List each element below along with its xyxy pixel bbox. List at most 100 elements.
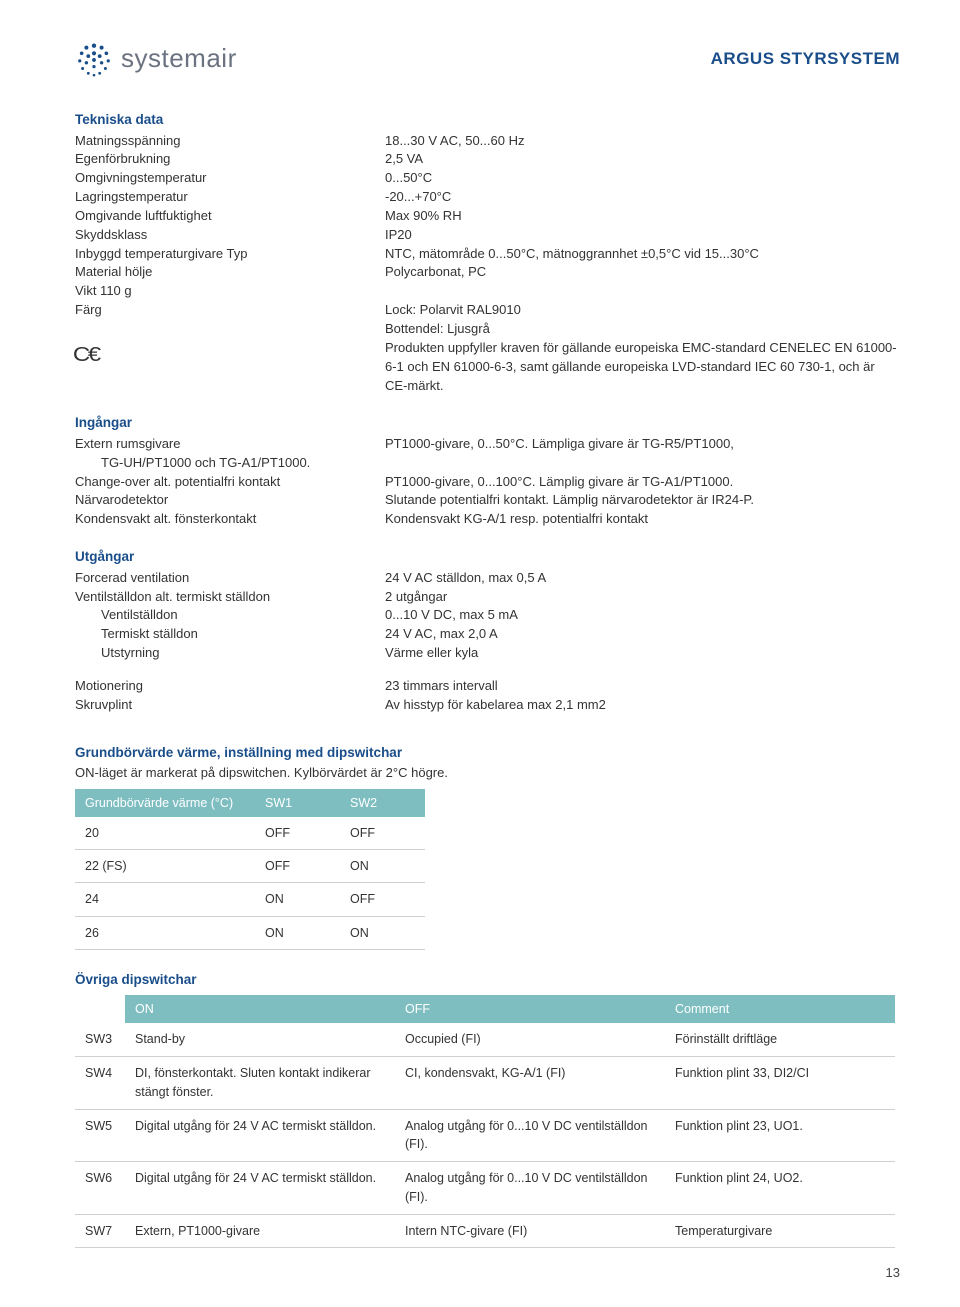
- page-header: systemair ARGUS STYRSYSTEM: [75, 40, 900, 78]
- spec-row: Vikt 110 g: [75, 282, 900, 301]
- spec-label: Ventilställdon alt. termiskt ställdon: [75, 588, 385, 607]
- table-row: SW5Digital utgång för 24 V AC termiskt s…: [75, 1109, 895, 1162]
- table-cell: Analog utgång för 0...10 V DC ventilstäl…: [395, 1162, 665, 1215]
- table-cell: Extern, PT1000-givare: [125, 1214, 395, 1248]
- ce-mark-icon: C€: [73, 341, 99, 370]
- spec-value: Slutande potentialfri kontakt. Lämplig n…: [385, 491, 900, 510]
- table-cell: Temperaturgivare: [665, 1214, 895, 1248]
- table1-heading: Grundbörvärde värme, inställning med dip…: [75, 743, 900, 763]
- table1-intro: ON-läget är markerat på dipswitchen. Kyl…: [75, 764, 900, 783]
- table-cell: CI, kondensvakt, KG-A/1 (FI): [395, 1057, 665, 1110]
- table-row: SW3Stand-byOccupied (FI)Förinställt drif…: [75, 1023, 895, 1056]
- table-cell: 22 (FS): [75, 850, 255, 883]
- table-cell: SW6: [75, 1162, 125, 1215]
- table-row: SW7Extern, PT1000-givareIntern NTC-givar…: [75, 1214, 895, 1248]
- table-cell: ON: [255, 883, 340, 916]
- table-header-cell: Grundbörvärde värme (°C): [75, 789, 255, 817]
- table-cell: SW3: [75, 1023, 125, 1056]
- dipswitch-table-1: Grundbörvärde värme (°C)SW1SW2 20OFFOFF2…: [75, 789, 425, 950]
- table-row: SW6Digital utgång för 24 V AC termiskt s…: [75, 1162, 895, 1215]
- grundborvarved-section: Grundbörvärde värme, inställning med dip…: [75, 743, 900, 950]
- spec-label: Egenförbrukning: [75, 150, 385, 169]
- spec-row: Omgivande luftfuktighetMax 90% RH: [75, 207, 900, 226]
- table-cell: Förinställt driftläge: [665, 1023, 895, 1056]
- spec-row: TG-UH/PT1000 och TG-A1/PT1000.: [75, 454, 900, 473]
- spec-value: 23 timmars intervall: [385, 677, 900, 696]
- farg-extra: Bottendel: Ljusgrå: [385, 320, 900, 339]
- dipswitch-table-2: ONOFFComment SW3Stand-byOccupied (FI)För…: [75, 995, 895, 1248]
- spec-value: Värme eller kyla: [385, 644, 900, 663]
- table-row: SW4DI, fönsterkontakt. Sluten kontakt in…: [75, 1057, 895, 1110]
- page-number: 13: [886, 1264, 900, 1283]
- spec-row: SkruvplintAv hisstyp för kabelarea max 2…: [75, 696, 900, 715]
- spec-value: 2,5 VA: [385, 150, 900, 169]
- table-row: 26ONON: [75, 916, 425, 949]
- table-cell: Funktion plint 23, UO1.: [665, 1109, 895, 1162]
- table-row: 24ONOFF: [75, 883, 425, 916]
- spec-label: Utstyrning: [75, 644, 385, 663]
- spec-label: Matningsspänning: [75, 132, 385, 151]
- spec-row: SkyddsklassIP20: [75, 226, 900, 245]
- table-cell: Stand-by: [125, 1023, 395, 1056]
- ce-compliance-text: Produkten uppfyller kraven för gällande …: [385, 339, 900, 396]
- spec-label: Skruvplint: [75, 696, 385, 715]
- spec-label: Vikt 110 g: [75, 282, 385, 301]
- spec-value: [385, 454, 900, 473]
- spec-value: NTC, mätområde 0...50°C, mätnoggrannhet …: [385, 245, 900, 264]
- spec-row: Material höljePolycarbonat, PC: [75, 263, 900, 282]
- spec-value: [385, 282, 900, 301]
- table-cell: 26: [75, 916, 255, 949]
- table-header-cell: SW1: [255, 789, 340, 817]
- table-row: 20OFFOFF: [75, 817, 425, 850]
- spec-row: Ventilställdon alt. termiskt ställdon2 u…: [75, 588, 900, 607]
- table-cell: SW4: [75, 1057, 125, 1110]
- spec-row: Termiskt ställdon24 V AC, max 2,0 A: [75, 625, 900, 644]
- table-cell: OFF: [255, 817, 340, 850]
- tekniska-data-section: Tekniska data Matningsspänning18...30 V …: [75, 110, 900, 395]
- table-cell: Intern NTC-givare (FI): [395, 1214, 665, 1248]
- spec-label: Forcerad ventilation: [75, 569, 385, 588]
- spec-row: Omgivningstemperatur0...50°C: [75, 169, 900, 188]
- spec-label: Change-over alt. potentialfri kontakt: [75, 473, 385, 492]
- table-cell: Occupied (FI): [395, 1023, 665, 1056]
- table-cell: OFF: [255, 850, 340, 883]
- spec-value: IP20: [385, 226, 900, 245]
- spec-row: Ventilställdon0...10 V DC, max 5 mA: [75, 606, 900, 625]
- spec-value: 18...30 V AC, 50...60 Hz: [385, 132, 900, 151]
- utgangar-section: Utgångar Forcerad ventilation24 V AC stä…: [75, 547, 900, 714]
- spec-value: 24 V AC, max 2,0 A: [385, 625, 900, 644]
- spec-row: UtstyrningVärme eller kyla: [75, 644, 900, 663]
- table-cell: Analog utgång för 0...10 V DC ventilstäl…: [395, 1109, 665, 1162]
- spec-value: 24 V AC ställdon, max 0,5 A: [385, 569, 900, 588]
- spec-label: Extern rumsgivare: [75, 435, 385, 454]
- spec-label: Lagringstemperatur: [75, 188, 385, 207]
- spec-value: Av hisstyp för kabelarea max 2,1 mm2: [385, 696, 900, 715]
- table-cell: DI, fönsterkontakt. Sluten kontakt indik…: [125, 1057, 395, 1110]
- spec-row: Extern rumsgivarePT1000-givare, 0...50°C…: [75, 435, 900, 454]
- table-header-cell: OFF: [395, 995, 665, 1023]
- spec-value: 0...10 V DC, max 5 mA: [385, 606, 900, 625]
- table-header-cell: ON: [125, 995, 395, 1023]
- table-cell: Funktion plint 33, DI2/CI: [665, 1057, 895, 1110]
- spec-value: -20...+70°C: [385, 188, 900, 207]
- spec-label: Termiskt ställdon: [75, 625, 385, 644]
- spec-label: Kondensvakt alt. fönsterkontakt: [75, 510, 385, 529]
- spec-value: PT1000-givare, 0...100°C. Lämplig givare…: [385, 473, 900, 492]
- spec-value: 0...50°C: [385, 169, 900, 188]
- spec-value: Lock: Polarvit RAL9010: [385, 301, 900, 320]
- table-cell: ON: [255, 916, 340, 949]
- table-row: 22 (FS)OFFON: [75, 850, 425, 883]
- ingangar-section: Ingångar Extern rumsgivarePT1000-givare,…: [75, 413, 900, 529]
- table-cell: OFF: [340, 817, 425, 850]
- table-cell: SW7: [75, 1214, 125, 1248]
- spec-label: Skyddsklass: [75, 226, 385, 245]
- spec-row: Forcerad ventilation24 V AC ställdon, ma…: [75, 569, 900, 588]
- brand-name: systemair: [121, 40, 237, 78]
- spec-row: Change-over alt. potentialfri kontaktPT1…: [75, 473, 900, 492]
- table-cell: ON: [340, 916, 425, 949]
- spec-row: Lagringstemperatur-20...+70°C: [75, 188, 900, 207]
- spec-label: TG-UH/PT1000 och TG-A1/PT1000.: [75, 454, 385, 473]
- table-cell: 20: [75, 817, 255, 850]
- spec-value: Polycarbonat, PC: [385, 263, 900, 282]
- spec-label: Närvarodetektor: [75, 491, 385, 510]
